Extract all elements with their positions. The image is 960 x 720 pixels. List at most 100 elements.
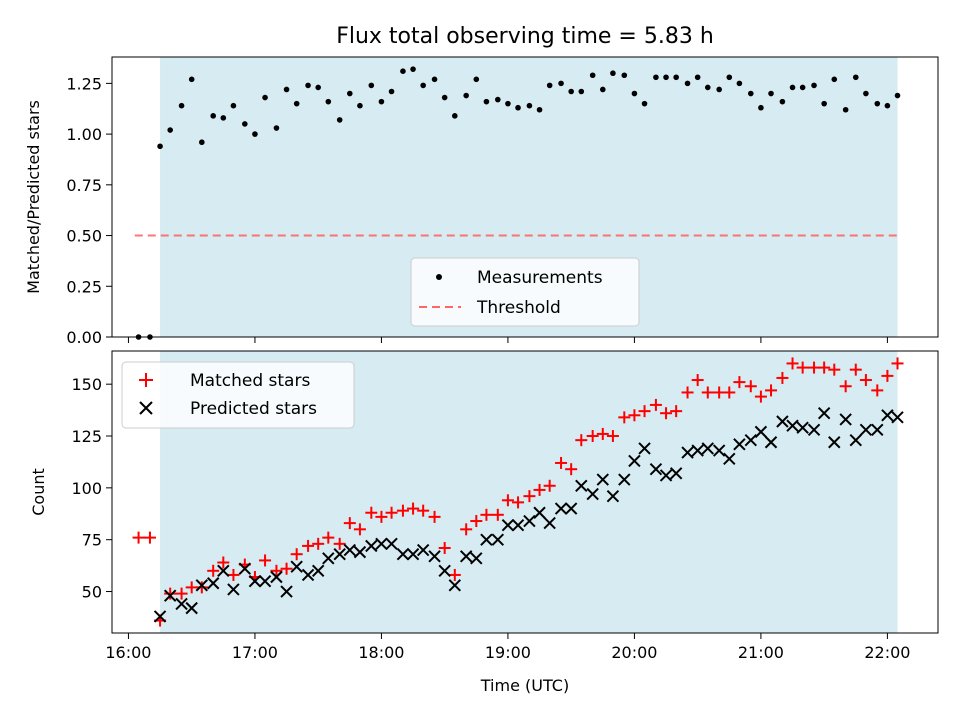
matched-star-point xyxy=(375,510,388,523)
measurement-point xyxy=(694,74,701,81)
predicted-star-point xyxy=(859,423,873,437)
predicted-star-point xyxy=(764,436,778,449)
matched-star-point xyxy=(555,456,568,469)
predicted-star-point xyxy=(628,454,641,468)
matched-star-point xyxy=(143,531,156,544)
matched-star-point xyxy=(786,357,799,370)
measurement-point xyxy=(388,88,395,95)
predicted-star-point xyxy=(776,415,789,428)
measurement-point xyxy=(325,98,332,105)
matched-star-point xyxy=(871,384,884,397)
matched-star-point xyxy=(470,515,483,528)
predicted-star-point xyxy=(206,577,220,590)
measurement-point xyxy=(336,117,343,123)
predicted-star-point xyxy=(586,487,599,501)
measurement-point xyxy=(315,84,321,91)
predicted-star-point xyxy=(491,533,505,546)
predicted-star-point xyxy=(375,537,388,551)
predicted-star-point xyxy=(681,446,694,459)
measurement-point xyxy=(621,72,628,79)
matched-star-point xyxy=(808,361,821,374)
measurement-point xyxy=(704,84,711,91)
predicted-star-point xyxy=(891,411,904,424)
measurement-point xyxy=(463,92,469,99)
measurement-point xyxy=(852,74,859,81)
predicted-star-point xyxy=(480,533,493,546)
predicted-star-point xyxy=(217,564,230,578)
measurement-point xyxy=(768,90,774,97)
measurement-point xyxy=(431,76,438,83)
matched-star-point xyxy=(891,357,904,370)
matched-star-point xyxy=(353,523,366,536)
predicted-star-point xyxy=(669,467,683,480)
predicted-star-point xyxy=(280,585,293,598)
measurement-point xyxy=(515,104,521,111)
bottom-y-tick-label: 125 xyxy=(71,427,102,446)
predicted-star-point xyxy=(353,545,367,559)
matched-star-point xyxy=(501,494,514,507)
matched-star-point xyxy=(227,568,240,581)
matched-star-point xyxy=(881,369,894,382)
legend-label-predicted: Predicted stars xyxy=(190,399,317,419)
top-legend-box xyxy=(410,257,640,327)
matched-star-point xyxy=(670,405,683,418)
top-panel: 0.00 0.25 0.50 0.75 1.00 1.25 Matched/Predict… xyxy=(24,56,939,347)
matched-star-point xyxy=(480,508,493,521)
legend-label-threshold: Threshold xyxy=(476,298,561,318)
matched-star-point xyxy=(164,587,177,600)
measurement-point xyxy=(821,100,827,107)
matched-star-point xyxy=(312,537,325,550)
measurement-point xyxy=(410,66,416,72)
measurement-point xyxy=(558,80,564,87)
matched-star-point xyxy=(185,581,198,594)
measurement-point xyxy=(747,90,754,97)
measurement-point xyxy=(210,113,216,119)
predicted-star-point xyxy=(659,469,673,482)
measurement-point xyxy=(610,70,616,77)
matched-star-point xyxy=(859,374,872,387)
predicted-star-point xyxy=(533,506,546,519)
legend-marker-matched xyxy=(139,373,153,387)
measurement-point xyxy=(631,90,638,97)
matched-star-point xyxy=(270,564,283,577)
measurement-point xyxy=(716,86,722,93)
predicted-star-point xyxy=(523,514,536,528)
predicted-star-point xyxy=(470,552,483,565)
measurement-point xyxy=(599,86,606,93)
legend-label-matched: Matched stars xyxy=(190,371,310,391)
predicted-star-point xyxy=(606,489,620,503)
predicted-star-point xyxy=(301,568,315,582)
measurement-point xyxy=(167,127,173,133)
bottom-panel: 16:00 17:00 18:00 19:00 20:00 21:00 22:00 50 75 1… xyxy=(29,350,939,695)
measurement-point xyxy=(473,76,480,83)
matched-star-point xyxy=(365,506,378,519)
predicted-star-point xyxy=(849,433,862,447)
x-tick-label: 18:00 xyxy=(358,643,404,662)
measurement-point xyxy=(357,102,363,109)
matched-star-point xyxy=(512,496,525,509)
matched-star-point xyxy=(460,523,473,536)
predicted-star-point xyxy=(428,550,441,563)
x-tick-label: 20:00 xyxy=(611,643,657,662)
measurement-point xyxy=(347,90,353,97)
predicted-star-point xyxy=(796,421,809,434)
measurement-point xyxy=(178,102,185,109)
predicted-star-point xyxy=(343,543,357,557)
predicted-star-point xyxy=(163,589,177,602)
matched-star-point xyxy=(343,517,356,530)
measurement-point xyxy=(230,102,237,109)
predicted-star-point xyxy=(238,562,252,575)
top-axes-frame xyxy=(111,56,939,338)
predicted-star-point xyxy=(438,564,451,578)
predicted-star-point xyxy=(638,442,651,455)
top-y-tick-label: 0.50 xyxy=(66,227,102,246)
measurement-point xyxy=(495,96,501,103)
top-y-tick-label: 1.00 xyxy=(66,125,102,144)
predicted-star-point xyxy=(227,583,240,596)
matched-star-point xyxy=(713,386,726,399)
measurement-point xyxy=(789,84,796,91)
predicted-star-point xyxy=(839,413,852,426)
matched-star-point xyxy=(407,502,420,515)
predicted-star-point xyxy=(554,502,568,515)
matched-star-point xyxy=(491,508,504,521)
